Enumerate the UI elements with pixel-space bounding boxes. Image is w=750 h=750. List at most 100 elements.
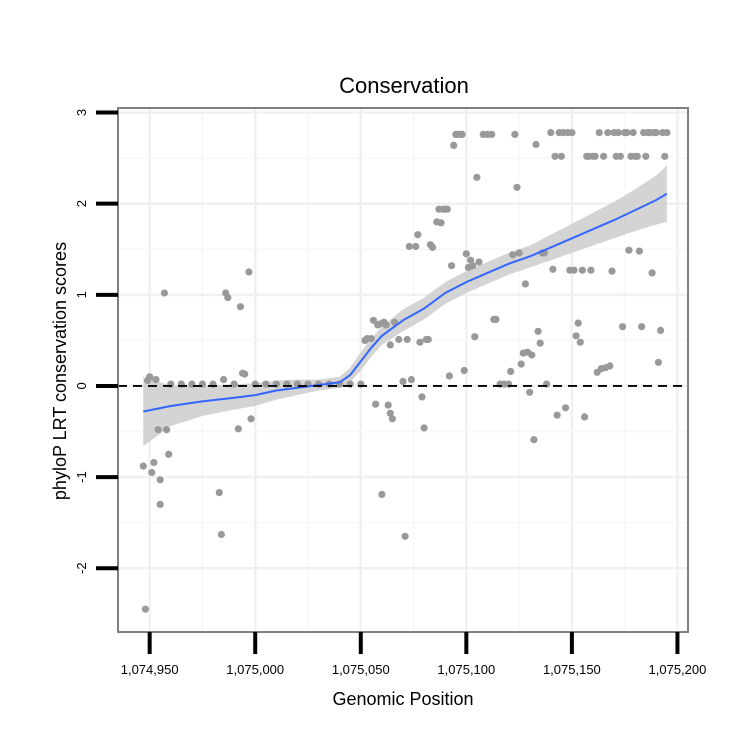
x-tick-label: 1,075,050	[332, 662, 390, 677]
x-axis-label: Genomic Position	[332, 689, 473, 709]
data-point	[460, 366, 468, 375]
data-point	[467, 256, 475, 264]
x-tick-label: 1,075,200	[649, 662, 707, 677]
data-point	[517, 360, 525, 368]
data-point	[629, 129, 637, 137]
data-point	[418, 393, 426, 401]
data-point	[492, 315, 500, 323]
data-point	[437, 219, 445, 227]
data-point	[416, 338, 424, 346]
data-point	[606, 362, 614, 370]
data-point	[448, 262, 456, 270]
data-point	[619, 323, 627, 331]
data-point	[241, 370, 249, 378]
y-tick-label: -2	[74, 562, 89, 574]
data-point	[513, 183, 521, 191]
data-point	[412, 242, 420, 251]
data-point	[547, 129, 555, 137]
data-point	[378, 490, 386, 498]
data-point	[234, 425, 242, 433]
x-tick-label: 1,075,100	[437, 662, 495, 677]
data-point	[570, 266, 578, 274]
data-point	[154, 426, 162, 434]
data-point	[652, 129, 660, 137]
y-tick-label: 2	[74, 200, 89, 207]
data-point	[220, 376, 228, 384]
x-tick-label: 1,074,950	[121, 662, 179, 677]
data-point	[407, 376, 415, 384]
data-point	[141, 605, 149, 613]
data-point	[608, 267, 616, 275]
data-point	[553, 411, 561, 419]
data-point	[528, 351, 536, 359]
data-point	[572, 332, 580, 340]
data-point	[578, 266, 587, 274]
data-point	[152, 376, 160, 384]
data-point	[530, 436, 538, 444]
data-point	[443, 205, 451, 213]
data-point	[638, 323, 646, 331]
data-point	[657, 326, 665, 334]
data-point	[549, 265, 557, 273]
y-axis-label: phyloP LRT conservation scores	[50, 242, 70, 500]
data-point	[551, 152, 559, 160]
data-point	[471, 333, 479, 341]
data-point	[515, 249, 523, 257]
data-point	[576, 338, 584, 346]
data-point	[395, 335, 403, 344]
data-point	[414, 231, 422, 239]
data-point	[386, 341, 394, 349]
data-point	[557, 152, 565, 160]
data-point	[469, 262, 477, 270]
data-point	[403, 335, 411, 344]
data-point	[156, 500, 164, 508]
data-points-layer	[139, 129, 671, 613]
data-point	[616, 152, 625, 160]
data-point	[458, 130, 466, 138]
data-point	[642, 152, 650, 160]
data-point	[562, 404, 570, 412]
data-point	[587, 266, 595, 274]
x-tick-label: 1,075,000	[226, 662, 284, 677]
data-point	[511, 130, 519, 138]
data-point	[148, 468, 156, 477]
data-point	[236, 303, 244, 311]
data-point	[604, 129, 612, 137]
data-point	[648, 269, 656, 277]
data-point	[230, 380, 238, 388]
data-point	[382, 321, 390, 329]
data-point	[247, 415, 255, 423]
data-point	[581, 413, 589, 421]
data-point	[526, 388, 534, 396]
data-point	[450, 141, 458, 149]
data-point	[217, 530, 225, 539]
chart-title: Conservation	[339, 73, 469, 98]
data-point	[663, 129, 671, 137]
data-point	[367, 335, 375, 343]
data-point	[429, 243, 437, 251]
y-tick-label: 0	[74, 382, 89, 389]
data-point	[595, 129, 603, 137]
data-point	[574, 319, 582, 327]
data-point	[160, 289, 168, 297]
data-point	[386, 409, 394, 417]
data-point	[507, 367, 515, 375]
data-point	[372, 400, 380, 408]
data-point	[661, 152, 669, 160]
data-point	[623, 129, 631, 137]
smooth-line-layer	[143, 192, 668, 413]
data-point	[399, 377, 407, 385]
confidence-band-layer	[143, 165, 667, 447]
data-point	[163, 426, 171, 434]
data-point	[509, 251, 517, 259]
data-point	[473, 173, 481, 181]
data-point	[369, 316, 377, 324]
data-point	[635, 247, 644, 255]
y-tick-label: 3	[74, 109, 89, 116]
data-point	[224, 294, 232, 302]
plot-border	[117, 107, 689, 633]
y-tick-label: 1	[74, 291, 89, 298]
smooth-trend-line	[143, 192, 668, 413]
data-point	[521, 280, 530, 288]
